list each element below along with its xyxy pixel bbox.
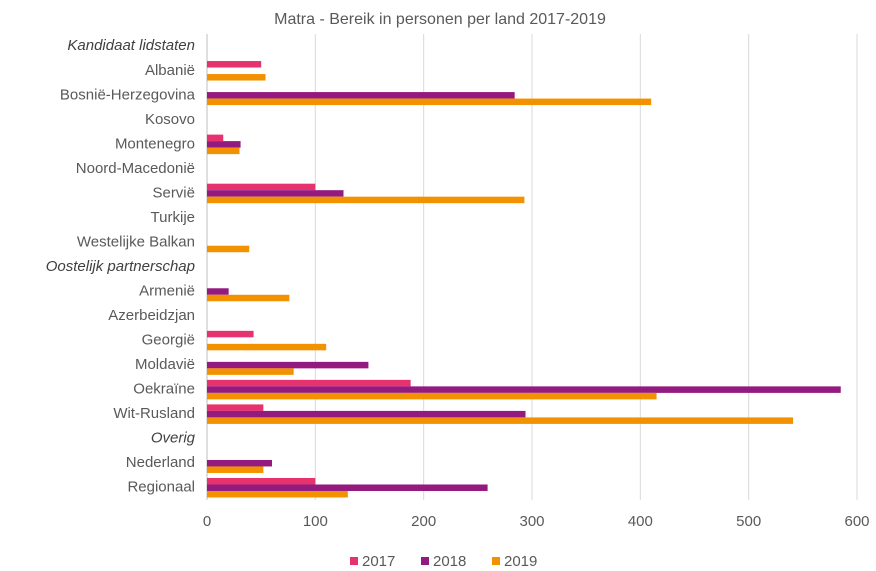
bar <box>207 484 488 491</box>
x-tick-label: 0 <box>203 513 211 530</box>
y-tick-label: Servië <box>152 184 195 201</box>
y-tick-label: Kandidaat lidstaten <box>67 37 195 54</box>
bar <box>207 343 327 351</box>
bar <box>207 404 264 411</box>
bar <box>207 330 254 338</box>
bar <box>207 147 240 155</box>
y-tick-label: Wit-Rusland <box>113 405 195 422</box>
y-tick-label: Armenië <box>139 282 195 299</box>
y-tick-label: Oostelijk partnerschap <box>46 258 195 275</box>
bar <box>207 61 262 68</box>
bar <box>207 490 348 498</box>
legend-swatch <box>350 557 358 565</box>
y-tick-label: Regionaal <box>127 479 195 496</box>
x-tick-label: 500 <box>736 513 761 530</box>
legend-label: 2019 <box>504 553 537 570</box>
y-tick-label: Kosovo <box>145 111 195 128</box>
bar <box>207 361 369 369</box>
bar <box>207 477 316 485</box>
bar <box>207 368 294 375</box>
bar <box>207 98 652 106</box>
y-tick-label: Nederland <box>126 454 195 471</box>
y-tick-label: Turkije <box>151 209 195 226</box>
bar <box>207 134 224 142</box>
y-tick-label: Overig <box>151 430 196 447</box>
y-tick-label: Bosnië-Herzegovina <box>60 86 196 103</box>
chart-title: Matra - Bereik in personen per land 2017… <box>274 11 606 28</box>
bar <box>207 196 525 204</box>
y-tick-label: Montenegro <box>115 135 195 152</box>
y-tick-label: Moldavië <box>135 356 195 373</box>
y-tick-label: Oekraïne <box>133 381 195 398</box>
y-tick-label: Noord-Macedonië <box>76 160 195 177</box>
bar <box>207 466 264 473</box>
bar <box>207 410 526 418</box>
x-tick-label: 100 <box>303 513 328 530</box>
x-tick-label: 600 <box>844 513 869 530</box>
bar <box>207 183 316 191</box>
bar <box>207 294 290 302</box>
bar <box>207 459 272 467</box>
legend-label: 2017 <box>362 553 395 570</box>
bar <box>207 392 657 400</box>
y-tick-label: Georgië <box>142 332 195 349</box>
x-tick-label: 400 <box>628 513 653 530</box>
bar <box>207 74 266 81</box>
y-tick-label: Albanië <box>145 62 195 79</box>
x-tick-label: 200 <box>411 513 436 530</box>
bar <box>207 245 250 253</box>
bar <box>207 386 841 393</box>
bar <box>207 92 515 99</box>
x-tick-label: 300 <box>519 513 544 530</box>
y-tick-label: Westelijke Balkan <box>77 233 195 250</box>
bar <box>207 379 411 387</box>
bar <box>207 190 344 197</box>
bar <box>207 141 241 148</box>
legend-swatch <box>492 557 500 565</box>
legend-swatch <box>421 557 429 565</box>
y-tick-label: Azerbeidzjan <box>108 307 195 324</box>
bar <box>207 417 794 424</box>
legend-label: 2018 <box>433 553 466 570</box>
bar <box>207 288 229 295</box>
